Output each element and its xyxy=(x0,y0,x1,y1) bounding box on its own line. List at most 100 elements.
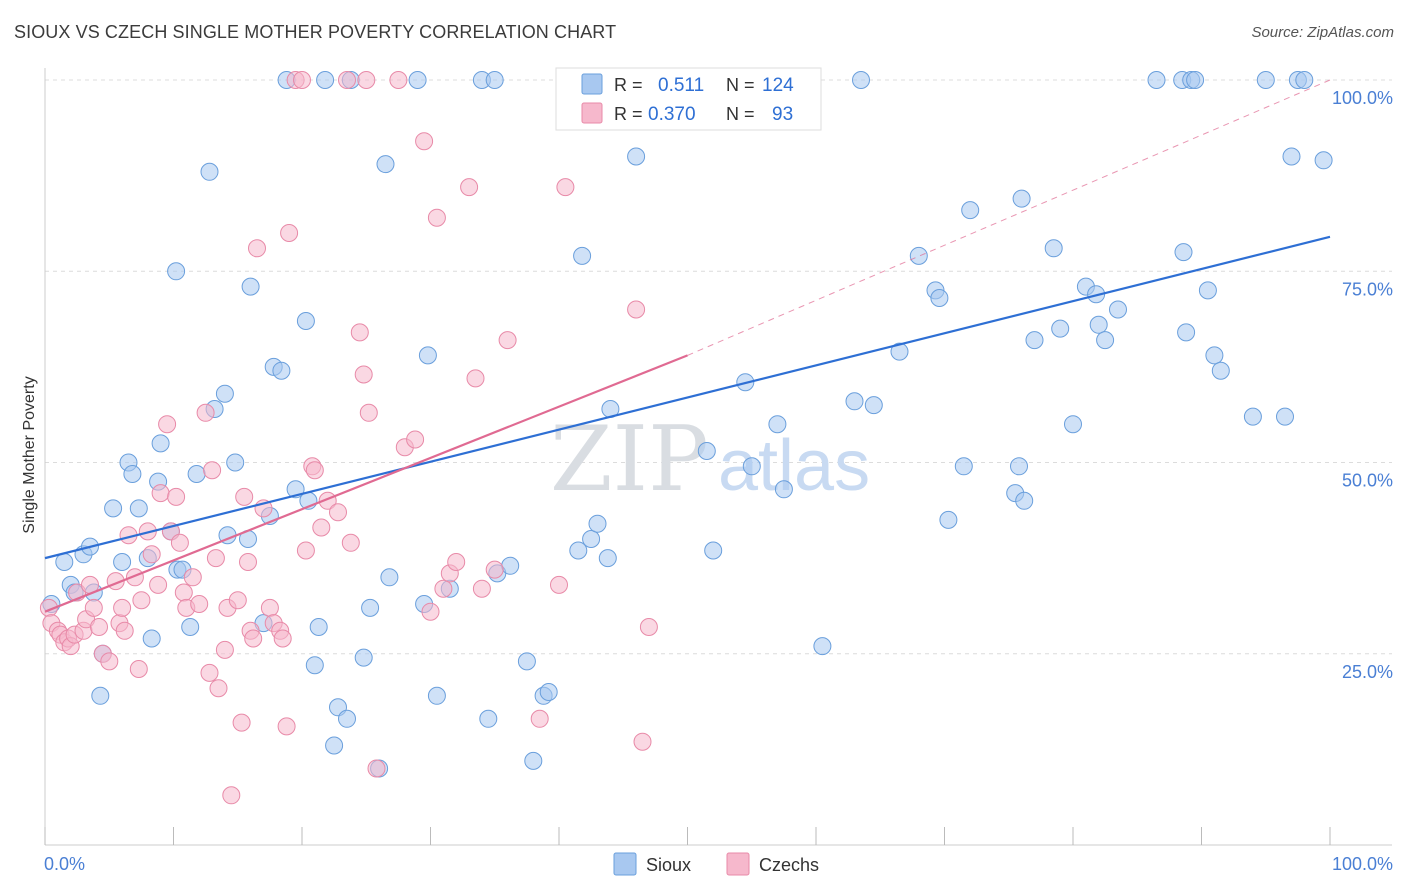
sioux-point xyxy=(418,346,437,365)
stats-r-value-czechs: 0.370 xyxy=(648,104,696,125)
czechs-trend-line xyxy=(44,354,688,613)
sioux-point xyxy=(1211,361,1230,380)
y-tick-label: 50.0% xyxy=(1342,471,1393,491)
x-tick-label: 0.0% xyxy=(44,854,85,874)
sioux-point xyxy=(316,71,335,89)
czechs-point xyxy=(447,553,466,571)
sioux-point xyxy=(479,709,498,728)
stats-r-value-sioux: 0.511 xyxy=(658,75,704,96)
czechs-point xyxy=(550,575,568,594)
x-tick-labels: 0.0% 100.0% xyxy=(44,854,1393,874)
sioux-point xyxy=(939,510,958,529)
sioux-point xyxy=(305,656,324,675)
chart-title: SIOUX VS CZECH SINGLE MOTHER POVERTY COR… xyxy=(14,22,617,42)
sioux-point xyxy=(1012,189,1031,208)
grid xyxy=(45,79,1392,655)
czechs-point xyxy=(639,618,658,636)
sioux-point xyxy=(517,652,536,671)
sioux-point xyxy=(954,457,973,476)
sioux-point xyxy=(1205,346,1224,365)
sioux-point xyxy=(742,457,761,476)
czechs-point xyxy=(338,71,356,89)
czechs-point xyxy=(167,487,186,506)
sioux-point xyxy=(1025,331,1044,350)
sioux-point xyxy=(1243,407,1262,426)
sioux-point xyxy=(1051,319,1070,338)
czechs-point xyxy=(415,132,434,151)
czechs-point xyxy=(367,759,386,778)
legend: Sioux Czechs xyxy=(613,852,819,876)
sioux-point xyxy=(1198,281,1217,300)
stats-r-label-czechs: R = xyxy=(614,104,643,124)
stats-n-label-czechs: N = xyxy=(726,104,755,124)
czechs-point xyxy=(530,709,549,728)
legend-swatch-sioux xyxy=(613,852,637,876)
czechs-point xyxy=(158,415,177,434)
sioux-point xyxy=(961,201,980,220)
sioux-point xyxy=(588,514,607,533)
czechs-point xyxy=(113,598,132,617)
czechs-point xyxy=(215,640,234,659)
y-axis-title: Single Mother Poverty xyxy=(21,376,38,533)
czechs-point xyxy=(200,663,219,682)
sioux-point xyxy=(129,499,148,518)
watermark-atlas: atlas xyxy=(718,426,870,506)
czechs-point xyxy=(633,732,652,751)
czechs-point xyxy=(228,591,247,610)
sioux-point xyxy=(627,147,646,166)
czechs-point xyxy=(389,71,408,89)
data-points xyxy=(39,71,1333,805)
sioux-point xyxy=(1295,71,1314,89)
czechs-point xyxy=(260,598,279,617)
sioux-point xyxy=(427,686,446,705)
trend-lines xyxy=(44,79,1331,613)
czechs-point xyxy=(556,178,575,197)
czechs-point xyxy=(170,533,189,552)
sioux-point xyxy=(890,342,909,361)
czechs-point xyxy=(485,560,504,579)
sioux-point xyxy=(1109,300,1127,319)
sioux-point xyxy=(1147,71,1166,89)
czechs-point xyxy=(196,403,215,422)
stats-swatch-sioux xyxy=(581,73,603,95)
czechs-point xyxy=(151,484,170,503)
sioux-point xyxy=(272,361,291,380)
sioux-point xyxy=(1276,407,1294,426)
czechs-point xyxy=(305,461,324,480)
stats-n-value-sioux: 124 xyxy=(762,75,794,96)
legend-label-czechs: Czechs xyxy=(759,855,819,875)
czechs-point xyxy=(129,660,148,678)
stats-swatch-czechs xyxy=(581,102,603,124)
sioux-point xyxy=(181,618,200,636)
stats-r-label-sioux: R = xyxy=(614,75,643,95)
czechs-point xyxy=(149,575,168,594)
czechs-point xyxy=(421,602,440,621)
sioux-point xyxy=(408,71,427,89)
czechs-point xyxy=(472,579,491,598)
czechs-point xyxy=(235,487,254,506)
sioux-point xyxy=(573,246,592,265)
czechs-point xyxy=(341,533,360,552)
sioux-point xyxy=(845,392,864,411)
sioux-point xyxy=(151,434,170,453)
czechs-point xyxy=(329,503,347,522)
sioux-point xyxy=(1282,147,1301,166)
y-tick-labels: 25.0% 50.0% 75.0% 100.0% xyxy=(1332,88,1393,682)
legend-label-sioux: Sioux xyxy=(646,855,691,875)
czechs-point xyxy=(406,430,425,449)
czechs-point xyxy=(627,300,646,319)
stats-n-value-czechs: 93 xyxy=(772,104,793,125)
czechs-point xyxy=(460,178,479,197)
sioux-point xyxy=(864,396,883,415)
stats-box: R = 0.511 N = 124 R = 0.370 N = 93 xyxy=(555,67,822,131)
czechs-point xyxy=(434,579,453,598)
czechs-point xyxy=(84,598,103,617)
sioux-point xyxy=(774,480,793,499)
czechs-point xyxy=(248,239,266,258)
sioux-point xyxy=(501,556,520,575)
sioux-point xyxy=(380,568,399,587)
czechs-point xyxy=(280,224,299,242)
sioux-point xyxy=(226,453,245,472)
sioux-point xyxy=(376,155,395,174)
czechs-point xyxy=(174,583,193,602)
